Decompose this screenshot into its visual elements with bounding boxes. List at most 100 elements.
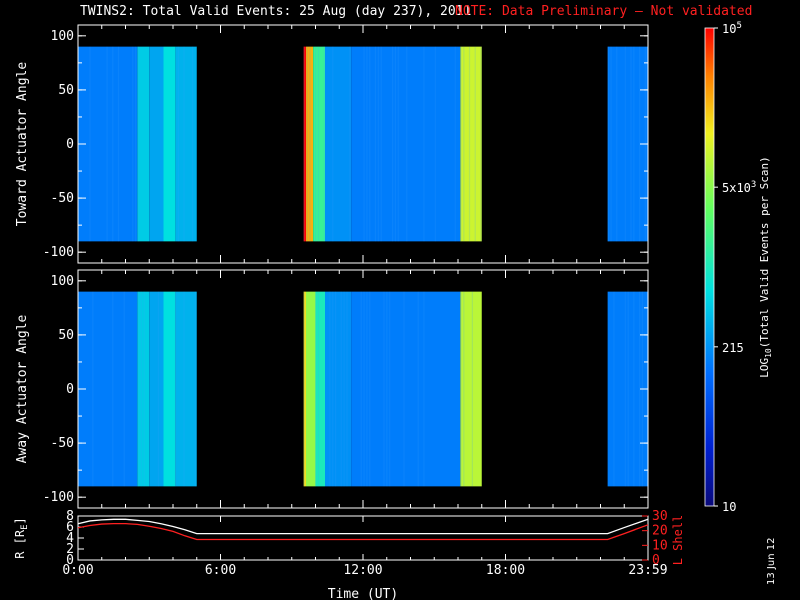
heatmap-texture xyxy=(460,47,461,242)
heatmap-texture xyxy=(616,47,617,242)
x-axis-label: Time (UT) xyxy=(328,587,398,600)
heatmap-texture xyxy=(469,47,470,242)
heatmap-texture xyxy=(369,47,370,242)
heatmap-texture xyxy=(349,47,350,242)
heatmap-band xyxy=(175,292,196,487)
y-tick-label: 0 xyxy=(66,137,74,152)
heatmap-texture xyxy=(366,47,367,242)
heatmap-texture xyxy=(315,292,316,487)
heatmap-texture xyxy=(403,292,404,487)
heatmap-texture xyxy=(628,292,629,487)
heatmap-texture xyxy=(118,47,119,242)
heatmap-texture xyxy=(332,292,333,487)
heatmap-texture xyxy=(406,47,407,242)
heatmap-texture xyxy=(392,47,393,242)
heatmap-texture xyxy=(639,47,640,242)
colorbar-tick-label: 5x103 xyxy=(722,180,756,195)
heatmap-texture xyxy=(138,292,139,487)
right-y-axis-label: L Shell xyxy=(671,515,685,566)
heatmap-texture xyxy=(141,292,142,487)
colorbar-tick-label: 215 xyxy=(722,341,744,355)
heatmap-texture xyxy=(306,47,307,242)
left-y-axis-label: R [RE] xyxy=(13,517,30,559)
y-tick-label: -50 xyxy=(51,436,74,451)
right-y-tick-label: 10 xyxy=(652,538,668,553)
y-axis-label: Away Actuator Angle xyxy=(15,314,30,463)
heatmap-texture xyxy=(423,292,424,487)
heatmap-texture xyxy=(144,292,145,487)
y-tick-label: 100 xyxy=(51,29,74,44)
heatmap-texture xyxy=(613,292,614,487)
colorbar-label: LOG10(Total Valid Events per Scan) xyxy=(758,156,773,378)
heatmap-texture xyxy=(463,292,464,487)
heatmap-band xyxy=(164,292,176,487)
heatmap-texture xyxy=(395,47,396,242)
y-tick-label: 50 xyxy=(58,83,74,98)
x-tick-label: 12:00 xyxy=(343,563,382,578)
heatmap-texture xyxy=(381,47,382,242)
heatmap-texture xyxy=(158,292,159,487)
colorbar: 10 215 5x103 105 LOG10(Total Valid Events pe… xyxy=(705,21,773,514)
heatmap-texture xyxy=(138,47,139,242)
heatmap-texture xyxy=(324,47,325,242)
heatmap-texture xyxy=(460,292,461,487)
heatmap-texture xyxy=(630,47,631,242)
y-tick-label: 100 xyxy=(51,274,74,289)
heatmap-texture xyxy=(112,292,113,487)
heatmap-texture xyxy=(389,292,390,487)
heatmap-texture xyxy=(346,292,347,487)
heatmap-band xyxy=(137,47,149,242)
heatmap-texture xyxy=(175,292,176,487)
heatmap-texture xyxy=(89,47,90,242)
heatmap-texture xyxy=(335,292,336,487)
heatmap-texture xyxy=(361,292,362,487)
heatmap-band xyxy=(149,292,163,487)
heatmap-texture xyxy=(329,292,330,487)
heatmap-texture xyxy=(633,292,634,487)
left-y-tick-label: 8 xyxy=(66,509,74,524)
y-tick-label: -50 xyxy=(51,191,74,206)
heatmap-texture xyxy=(625,47,626,242)
heatmap-texture xyxy=(608,47,609,242)
heatmap-texture xyxy=(625,292,626,487)
heatmap-texture xyxy=(480,47,481,242)
heatmap-texture xyxy=(375,47,376,242)
heatmap-panel-2: -100 -50 0 50 100 Away Actuator Angle xyxy=(15,270,649,508)
heatmap-panel-1: -100 -50 0 50 100 Toward Actuator Angle xyxy=(15,25,648,263)
heatmap-texture xyxy=(475,47,476,242)
right-y-tick-label: 20 xyxy=(652,524,668,539)
x-tick-label: 6:00 xyxy=(205,563,236,578)
heatmap-texture xyxy=(332,47,333,242)
orbit-panel: 0246801020300:00 6:00 12:00 18:00 23:59Time … xyxy=(13,509,685,600)
colorbar-gradient xyxy=(705,28,714,506)
heatmap-texture xyxy=(92,292,93,487)
heatmap-texture xyxy=(341,292,342,487)
heatmap-texture xyxy=(423,47,424,242)
heatmap-texture xyxy=(178,47,179,242)
x-tick-label: 18:00 xyxy=(486,563,525,578)
colorbar-tick-label: 105 xyxy=(722,21,742,36)
heatmap-texture xyxy=(195,292,196,487)
heatmap-band xyxy=(149,47,163,242)
heatmap-band xyxy=(78,292,137,487)
heatmap-texture xyxy=(633,47,634,242)
heatmap-texture xyxy=(135,47,136,242)
right-y-tick-label: 30 xyxy=(652,509,668,524)
heatmap-texture xyxy=(318,292,319,487)
heatmap-texture xyxy=(378,47,379,242)
y-tick-label: 0 xyxy=(66,382,74,397)
heatmap-texture xyxy=(418,292,419,487)
heatmap-texture xyxy=(369,292,370,487)
heatmap-texture xyxy=(318,47,319,242)
heatmap-texture xyxy=(639,292,640,487)
heatmap-texture xyxy=(435,47,436,242)
x-tick-label: 0:00 xyxy=(62,563,93,578)
heatmap-texture xyxy=(315,47,316,242)
y-tick-label: -100 xyxy=(43,245,74,260)
heatmap-texture xyxy=(183,47,184,242)
heatmap-texture xyxy=(366,292,367,487)
heatmap-texture xyxy=(398,47,399,242)
date-stamp: 13 Jun 12 xyxy=(766,538,777,585)
